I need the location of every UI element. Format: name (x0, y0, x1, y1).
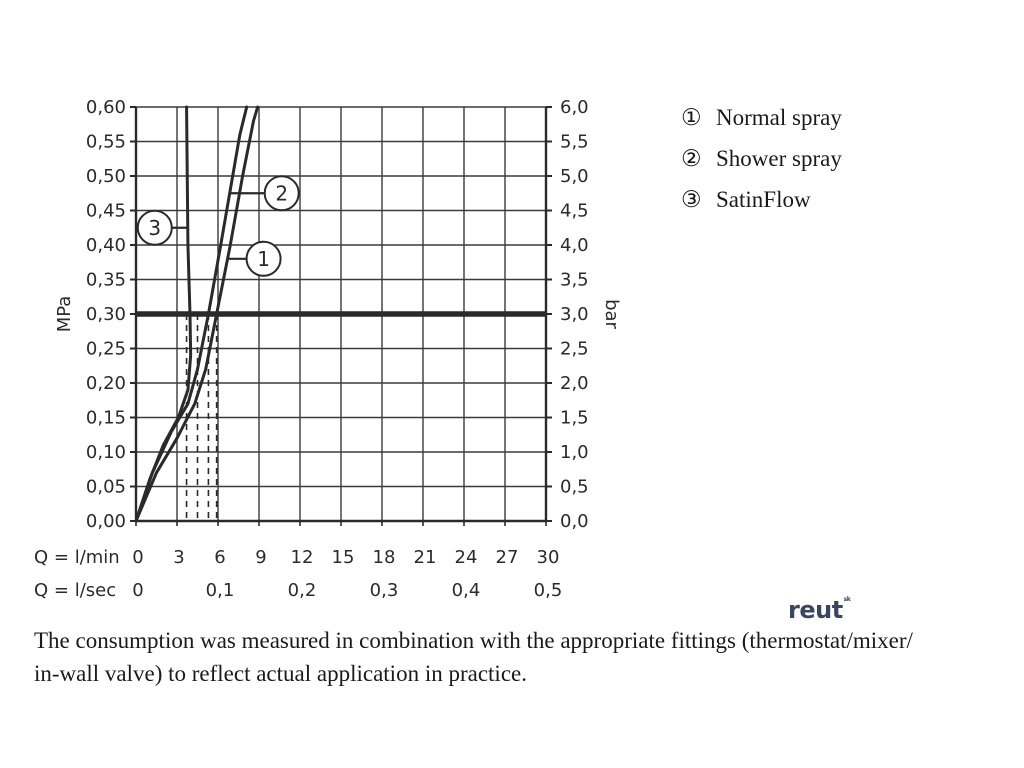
lpm-tick-label: 12 (291, 547, 314, 568)
legend-item-symbol: ③ (681, 187, 702, 212)
lpm-tick-label: 21 (414, 547, 437, 568)
lps-tick-label: 0,3 (370, 580, 399, 601)
right-tick-label: 0,5 (560, 477, 589, 498)
right-tick-label: 2,0 (560, 373, 589, 394)
lpm-tick-label: 6 (214, 547, 225, 568)
callout-1-number: 1 (257, 247, 270, 271)
caption-line-2: in-wall valve) to reflect actual applica… (34, 661, 527, 686)
callout-3-number: 3 (148, 216, 161, 240)
legend-item-label: SatinFlow (716, 187, 811, 212)
legend-item: ① Normal spray (681, 105, 842, 130)
left-tick-label: 0,55 (86, 132, 126, 153)
right-tick-label: 3,0 (560, 304, 589, 325)
lpm-tick-label: 9 (255, 547, 266, 568)
chart-legend: ① Normal spray ② Shower spray ③ SatinFlow (681, 105, 842, 212)
x-axis-label-lpm: Q = l/min (34, 547, 120, 568)
lpm-tick-label: 30 (537, 547, 560, 568)
legend-item: ② Shower spray (681, 146, 842, 171)
lpm-tick-label: 0 (132, 547, 143, 568)
lpm-tick-label: 3 (173, 547, 184, 568)
right-tick-label: 5,5 (560, 132, 589, 153)
caption: The consumption was measured in combinat… (34, 624, 994, 690)
legend-item-symbol: ① (681, 105, 702, 130)
lpm-tick-label: 18 (373, 547, 396, 568)
right-tick-label: 6,0 (560, 97, 589, 118)
chart-curves (134, 105, 260, 523)
x-axis-label-lps: Q = l/sec (34, 580, 116, 601)
left-tick-label: 0,45 (86, 201, 126, 222)
lps-tick-label: 0,5 (534, 580, 563, 601)
right-tick-label: 4,5 (560, 201, 589, 222)
left-tick-label: 0,30 (86, 304, 126, 325)
left-tick-label: 0,50 (86, 166, 126, 187)
curve-satinflow (134, 105, 193, 523)
left-tick-label: 0,15 (86, 408, 126, 429)
right-tick-label: 1,0 (560, 442, 589, 463)
lps-tick-label: 0,1 (206, 580, 235, 601)
lps-tick-label: 0,2 (288, 580, 317, 601)
callout-3-circle (136, 209, 173, 246)
curve-normal-spray (134, 105, 260, 523)
callout-2-circle (263, 175, 300, 212)
legend-item: ③ SatinFlow (681, 187, 811, 212)
right-tick-label: 5,0 (560, 166, 589, 187)
legend-item-label: Normal spray (716, 105, 842, 130)
left-tick-label: 0,25 (86, 339, 126, 360)
left-tick-label: 0,00 (86, 511, 126, 532)
bottom-axis-ticks: 0 3 6 9 12 15 18 21 24 27 30 0 0,1 0,2 0,3 0,4 0,5 (132, 521, 562, 601)
right-axis-label: bar (601, 299, 622, 329)
logo-text: reut (788, 596, 843, 624)
left-tick-label: 0,05 (86, 477, 126, 498)
legend-item-label: Shower spray (716, 146, 842, 171)
brand-logo: reutsk (788, 596, 851, 624)
right-tick-label: 4,0 (560, 235, 589, 256)
right-axis-ticks: 0,0 0,5 1,0 1,5 2,0 2,5 3,0 3,5 4,0 4,5 5,0 5,5 6,0 (546, 97, 589, 532)
right-tick-label: 0,0 (560, 511, 589, 532)
callout-2-number: 2 (275, 181, 288, 205)
left-axis-label: MPa (54, 296, 75, 333)
lps-tick-label: 0 (132, 580, 143, 601)
callout-1-circle (245, 240, 282, 277)
lpm-tick-label: 24 (455, 547, 478, 568)
logo-superscript: sk (843, 596, 851, 603)
lpm-tick-label: 27 (496, 547, 519, 568)
legend-item-symbol: ② (681, 146, 702, 171)
lps-tick-label: 0,4 (452, 580, 481, 601)
lpm-tick-label: 15 (332, 547, 355, 568)
left-tick-label: 0,40 (86, 235, 126, 256)
caption-line-1: The consumption was measured in combinat… (34, 628, 913, 653)
right-tick-label: 1,5 (560, 408, 589, 429)
left-tick-label: 0,35 (86, 270, 126, 291)
right-tick-label: 3,5 (560, 270, 589, 291)
right-tick-label: 2,5 (560, 339, 589, 360)
left-axis-ticks: 0,00 0,05 0,10 0,15 0,20 0,25 0,30 0,35 0,40 0,45… (86, 97, 136, 532)
left-tick-label: 0,20 (86, 373, 126, 394)
left-tick-label: 0,10 (86, 442, 126, 463)
curve-callouts: 1 2 3 (136, 175, 300, 277)
left-tick-label: 0,60 (86, 97, 126, 118)
